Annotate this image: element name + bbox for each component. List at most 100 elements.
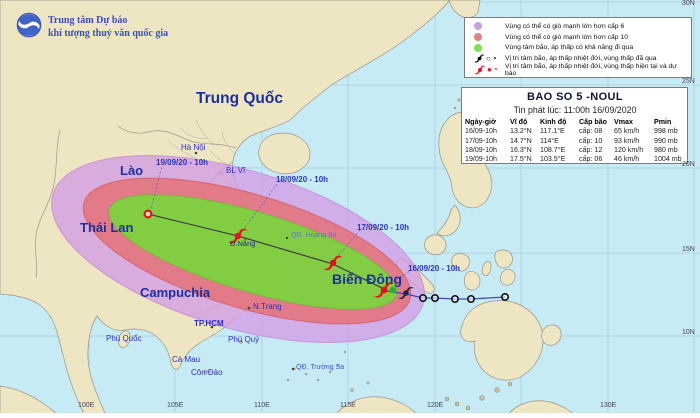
col-header: Ngày-giờ <box>465 118 497 126</box>
bulletin-cell: 19/09-10h <box>465 155 497 164</box>
place-label-bl-vi: BL Vĩ <box>226 166 246 175</box>
phu-quoc-island <box>118 330 131 348</box>
bulletin-cell: 16/09-10h <box>465 127 497 136</box>
place-label-ca-mau: Cà Mau <box>172 355 201 364</box>
bulletin-cell: 998 mb <box>654 127 678 136</box>
visayas-negros <box>463 271 481 291</box>
hainan-island <box>258 132 311 175</box>
agency-name-line1: Trung tâm Dự báo <box>48 15 128 26</box>
luzon-sw-arm <box>436 204 461 237</box>
place-label-tphcm: TP.HCM <box>194 319 224 328</box>
bulletin-cell: cấp: 06 <box>579 155 603 164</box>
legend-row-cat6: Vùng có thể có gió mạnh lớn hơn cấp 6 <box>469 21 689 32</box>
borneo-north <box>331 396 422 418</box>
label-campuchia: Campuchia <box>140 285 211 300</box>
track-label-19: 19/09/20 - 10h <box>156 158 209 167</box>
storm-center-dot <box>389 286 397 294</box>
place-label-ha-noi: Hà Nội <box>181 143 206 152</box>
bulletin-cell: 17.5°N <box>510 155 532 164</box>
track-label-16: 16/09/20 - 10h <box>408 264 461 273</box>
bulletin-cell: 108.7°E <box>540 146 566 155</box>
red-zone-dot-icon <box>474 33 482 42</box>
quadrant-black-icon: ◔ <box>491 53 497 63</box>
purple-zone-dot-icon <box>474 22 482 31</box>
mindoro-island <box>424 234 447 256</box>
forecast-table: Ngày-giờ Vĩ độ Kinh độ Cấp bão Vmax Pmin… <box>465 118 685 165</box>
storm-title: BAO SO 5 -NOUL <box>526 91 624 103</box>
track-label-17: 17/09/20 - 10h <box>357 223 410 232</box>
mindanao-island <box>460 300 544 381</box>
bottom-frame-strip <box>0 413 700 418</box>
track-label-18: 18/09/20 - 10h <box>276 175 329 184</box>
bulletin-cell: 117.1°E <box>540 127 565 136</box>
place-label-nha-trang: N.Trang <box>253 302 282 311</box>
agency-name-line2: khí tượng thuỷ văn quốc gia <box>48 27 169 39</box>
forecast-cones <box>51 154 425 344</box>
label-thai-lan: Thái Lan <box>80 220 134 235</box>
lat-label-10n: 10N <box>682 329 695 336</box>
bulletin-cell: 93 km/h <box>614 136 640 145</box>
visayas-leyte <box>500 269 516 286</box>
legend-label: Vùng có thể có gió mạnh lớn hơn cấp 6 <box>505 22 625 30</box>
lon-label-130e: 130E <box>600 402 617 409</box>
col-header: Vĩ độ <box>510 118 528 126</box>
legend-row-past: ○ ◔ Vị trí tâm bão, áp thấp nhiệt đới, v… <box>469 53 689 64</box>
bulletin-cell: 46 km/h <box>614 155 640 164</box>
lat-label-15n: 15N <box>682 246 695 253</box>
legend-row-forecast: ● ◔ Vị trí tâm bão, áp thấp nhiệt đới, v… <box>469 63 689 77</box>
lon-label-100e: 100E <box>78 402 95 409</box>
taiwan-tip <box>448 0 481 19</box>
bulletin-cell: 1004 mb <box>654 155 682 164</box>
legend-label: Vùng tâm bão, áp thấp có khả năng đi qua <box>505 44 634 52</box>
agency-header: Trung tâm Dự báo khí tượng thuỷ văn quốc… <box>16 12 168 40</box>
legend-row-cat10: Vùng có thể có gió mạnh lớn hơn cấp 10 <box>469 32 689 43</box>
quadrant-red-icon: ◔ <box>492 64 498 74</box>
bulletin-box: BAO SO 5 -NOUL Tin phát lúc: 11:00h 16/0… <box>461 87 688 164</box>
place-marker-dots <box>194 151 295 371</box>
bulletin-cell: 120 km/h <box>614 146 644 155</box>
lon-label-120e: 120E <box>427 402 444 409</box>
lon-label-110e: 110E <box>254 402 270 409</box>
legend-box: Vùng có thể có gió mạnh lớn hơn cấp 6 Vù… <box>464 17 692 78</box>
bulletin-cell: 990 mb <box>654 136 678 145</box>
bulletin-cell: 980 mb <box>654 146 678 155</box>
label-trung-quoc: Trung Quốc <box>196 90 283 107</box>
lat-label-20n: 20N <box>682 161 695 168</box>
legend-label: Vùng có thể có gió mạnh lớn hơn cấp 10 <box>505 33 629 41</box>
legend-row-center: Vùng tâm bão, áp thấp có khả năng đi qua <box>469 43 689 54</box>
place-label-truong-sa: QĐ. Trường Sa <box>296 364 345 371</box>
col-header: Cấp bão <box>579 118 607 126</box>
place-label-da-nang: Đ.Nẵng <box>230 239 256 248</box>
bulletin-cell: 18/09-10h <box>465 146 497 155</box>
bulletin-cell: 13.2°N <box>510 127 532 136</box>
legend-label: Vị trí tâm bão, áp thấp nhiệt đới, vùng … <box>505 55 657 63</box>
lon-label-105e: 105E <box>167 402 184 409</box>
small-islands <box>203 88 513 411</box>
place-label-phu-quoc: Phú Quốc <box>106 334 142 343</box>
circle-red-icon: ● <box>487 64 492 74</box>
forecast-track-line <box>147 213 387 291</box>
storm-icon-forecast-19 <box>143 209 153 219</box>
bulletin-cell: 17/09-10h <box>465 136 497 145</box>
lat-label-30n: 30N <box>682 0 695 7</box>
place-label-hoang-sa: QĐ. Hoàng Sa <box>291 232 337 239</box>
bulletin-cell: 65 km/h <box>614 127 640 136</box>
col-header: Kinh độ <box>540 118 567 126</box>
agency-logo-icon <box>16 12 42 38</box>
place-label-phu-quy: Phú Quý <box>228 335 260 344</box>
col-header: Pmin <box>654 118 672 126</box>
past-position-markers <box>418 292 509 303</box>
bulletin-cell: cấp: 08 <box>579 127 603 136</box>
typhoon-red-icon <box>474 65 486 74</box>
label-bien-dong: Biển Đông <box>332 271 402 287</box>
issued-time: Tin phát lúc: 11:00h 16/09/2020 <box>513 105 637 115</box>
lon-label-115e: 115E <box>340 402 356 409</box>
place-label-con-dao: Côn Đảo <box>191 368 223 377</box>
visayas-panay <box>451 253 470 272</box>
label-lao: Lào <box>120 163 144 178</box>
green-zone-dot-icon <box>474 43 482 52</box>
bulletin-cell: 114°E <box>540 136 559 145</box>
col-header: Vmax <box>614 118 633 126</box>
visayas-cebu <box>481 261 492 276</box>
